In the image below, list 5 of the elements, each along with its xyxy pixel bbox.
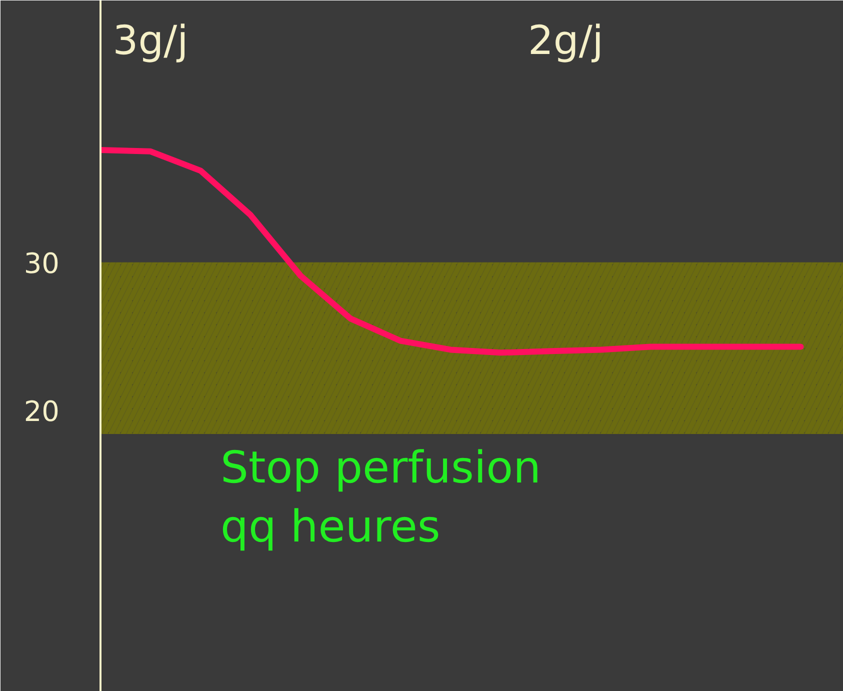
annotation: 3g/j: [112, 18, 188, 64]
y-tick-label: 20: [24, 394, 60, 428]
y-tick-label: 30: [24, 246, 60, 280]
annotation: Stop perfusion qq heures: [220, 442, 541, 552]
annotation: 2g/j: [528, 18, 604, 64]
